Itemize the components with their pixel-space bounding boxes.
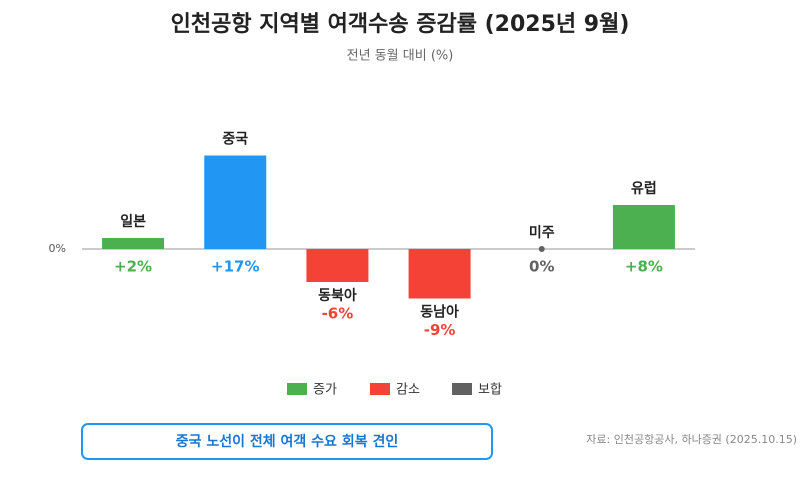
legend-swatch: [370, 383, 390, 395]
value-label: +17%: [211, 258, 259, 276]
category-label: 동북아: [318, 287, 357, 304]
value-label: 0%: [529, 258, 554, 276]
annotation-box: [81, 423, 493, 460]
legend-label: 감소: [396, 383, 420, 398]
category-label: 중국: [222, 132, 248, 148]
y-tick-label: 0%: [49, 242, 66, 255]
legend-label: 증가: [313, 383, 337, 398]
value-label: +8%: [625, 258, 663, 276]
value-label: +2%: [114, 258, 152, 276]
annotation: 중국 노선이 전체 여객 수요 회복 견인: [176, 433, 398, 450]
legend-swatch: [287, 383, 307, 395]
chart-title: 인천공항 지역별 여객수송 증감률 (2025년 9월): [171, 12, 630, 37]
value-label: -9%: [424, 321, 456, 339]
bar: [102, 238, 165, 249]
legend-swatch: [452, 383, 472, 395]
bar: [408, 249, 471, 299]
chart-subtitle: 전년 동월 대비 (%): [347, 49, 454, 64]
legend-label: 보합: [478, 383, 502, 398]
bar: [204, 155, 267, 249]
category-label: 미주: [529, 225, 555, 241]
category-label: 유럽: [631, 181, 657, 197]
category-label: 동남아: [420, 304, 459, 321]
bar: [306, 249, 369, 282]
category-label: 일본: [120, 214, 146, 230]
bar-dot: [538, 246, 545, 252]
bar: [612, 205, 675, 249]
source: 자료: 인천공항공사, 하나증권 (2025.10.15): [586, 432, 797, 446]
value-label: -6%: [322, 305, 354, 323]
